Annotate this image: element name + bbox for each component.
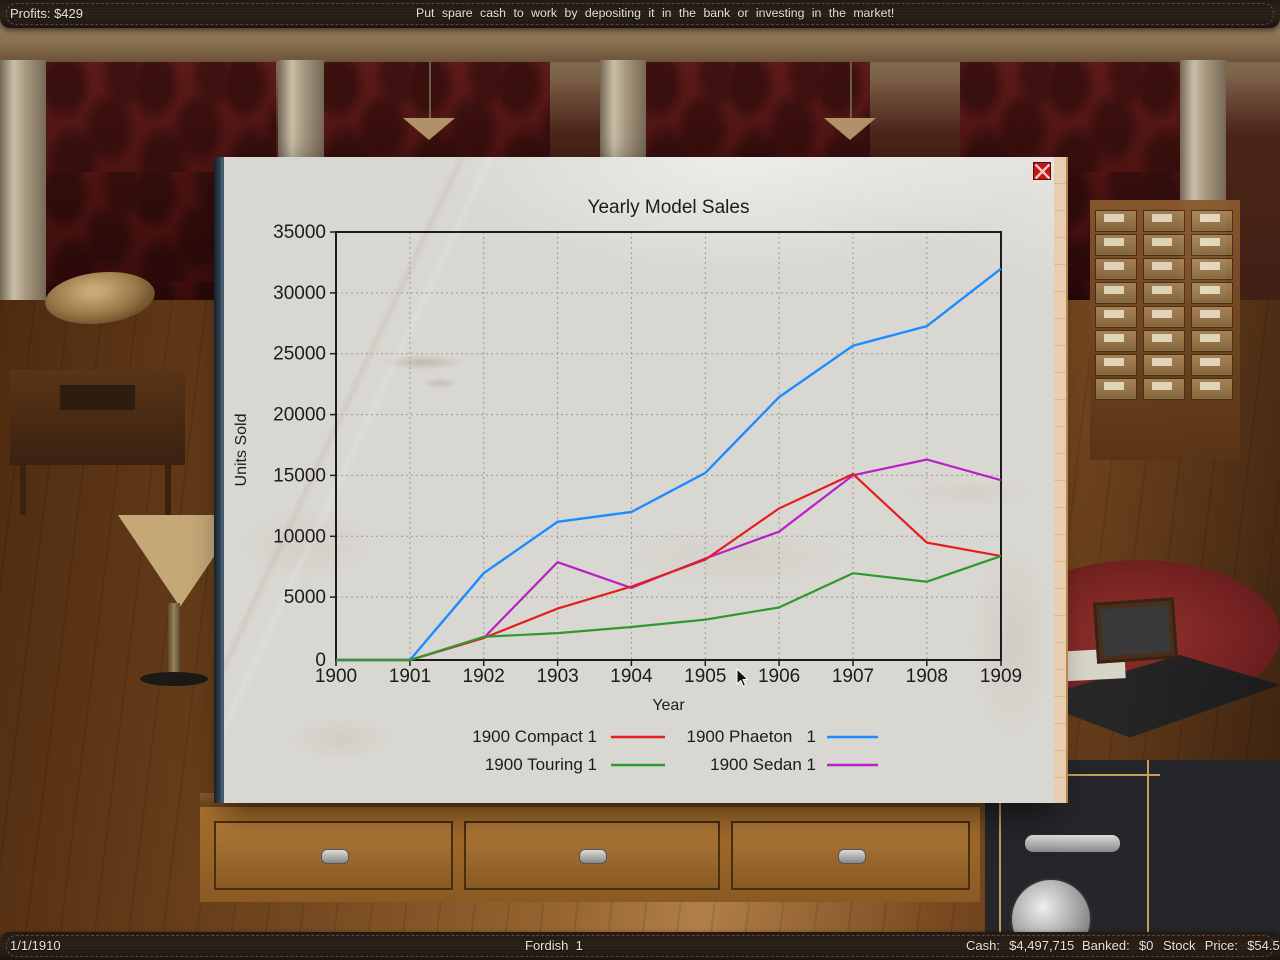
svg-text:1900 Sedan 1: 1900 Sedan 1 [710,755,816,774]
svg-text:1900 Compact 1: 1900 Compact 1 [472,727,597,746]
svg-text:35000: 35000 [273,222,326,243]
svg-text:15000: 15000 [273,465,326,486]
svg-text:1903: 1903 [536,666,578,687]
svg-text:1908: 1908 [906,666,948,687]
svg-text:1909: 1909 [980,666,1022,687]
svg-text:1904: 1904 [610,666,653,687]
svg-text:20000: 20000 [273,405,326,426]
svg-text:1905: 1905 [684,666,726,687]
svg-text:1901: 1901 [389,666,431,687]
svg-text:1900: 1900 [315,666,357,687]
svg-text:Year: Year [652,697,685,714]
svg-text:Units Sold: Units Sold [233,414,250,487]
svg-text:1900 Phaeton 1: 1900 Phaeton 1 [686,727,816,746]
svg-text:1906: 1906 [758,666,800,687]
svg-text:5000: 5000 [284,587,326,608]
svg-text:1907: 1907 [832,666,874,687]
svg-text:10000: 10000 [273,526,326,547]
svg-text:1900 Touring 1: 1900 Touring 1 [485,755,597,774]
svg-text:30000: 30000 [273,283,326,304]
svg-text:25000: 25000 [273,344,326,365]
svg-text:1902: 1902 [463,666,505,687]
